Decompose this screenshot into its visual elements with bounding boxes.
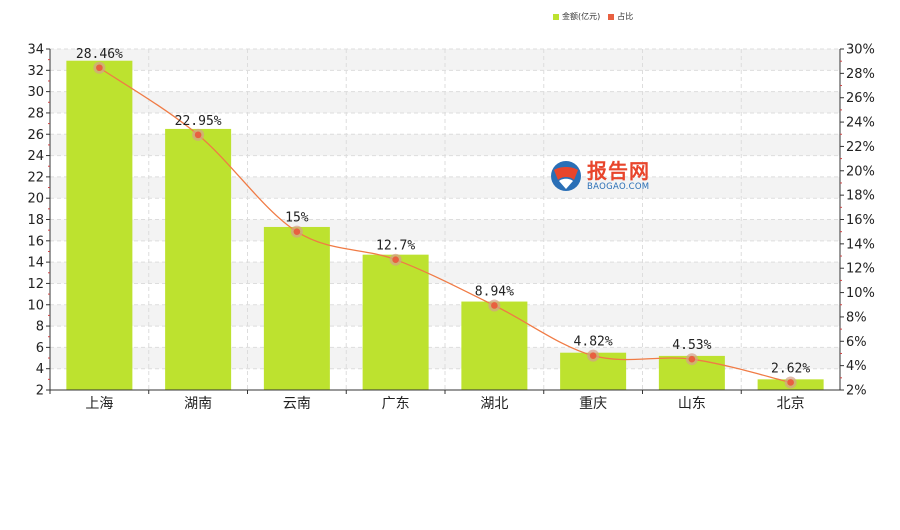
- share-label-1: 22.95%: [175, 114, 222, 129]
- left-tick-label: 14: [27, 256, 44, 271]
- legend-label-amount: 金额(亿元): [562, 12, 601, 21]
- right-tick-label: 14%: [846, 237, 875, 252]
- share-label-7: 2.62%: [771, 361, 810, 376]
- right-tick-label: 12%: [846, 262, 875, 277]
- left-tick-label: 10: [27, 298, 44, 313]
- legend-label-share: 占比: [617, 12, 634, 21]
- share-marker-0: [96, 64, 103, 72]
- bar-2: [263, 226, 330, 390]
- left-tick-label: 16: [27, 234, 44, 249]
- share-label-5: 4.82%: [574, 335, 613, 350]
- share-marker-7: [787, 379, 794, 386]
- bar-1: [165, 128, 232, 390]
- bar-3: [362, 254, 429, 390]
- category-label-2: 云南: [283, 396, 311, 412]
- legend: 金额(亿元) 占比: [553, 11, 633, 22]
- right-tick-label: 4%: [846, 359, 867, 374]
- right-tick-label: 22%: [846, 140, 875, 155]
- left-tick-label: 18: [27, 213, 44, 228]
- share-marker-2: [293, 228, 301, 235]
- left-tick-label: 20: [27, 192, 44, 207]
- axes: 2468101214161820222426283032342%4%6%8%10…: [27, 43, 874, 413]
- share-marker-3: [392, 256, 399, 263]
- share-label-2: 15%: [285, 211, 309, 226]
- right-tick-label: 10%: [846, 286, 875, 301]
- category-label-1: 湖南: [184, 396, 212, 412]
- share-label-3: 12.7%: [376, 239, 415, 254]
- category-label-5: 重庆: [579, 396, 607, 412]
- share-line: [99, 67, 791, 384]
- right-tick-label: 24%: [846, 116, 875, 131]
- category-label-6: 山东: [678, 396, 706, 412]
- left-tick-label: 24: [27, 149, 44, 164]
- right-tick-label: 26%: [846, 91, 875, 106]
- category-label-0: 上海: [85, 396, 113, 412]
- left-tick-label: 32: [27, 64, 44, 79]
- right-tick-label: 30%: [846, 43, 875, 58]
- left-tick-label: 30: [27, 85, 44, 100]
- left-tick-label: 2: [36, 384, 44, 399]
- data-labels: 28.46% 22.95% 15% 12.7% 8.94% 4.82% 4.53% 2.62%: [76, 47, 810, 377]
- left-tick-label: 4: [36, 362, 44, 377]
- share-marker-5: [589, 352, 597, 359]
- right-tick-label: 16%: [846, 213, 875, 228]
- legend-item-share[interactable]: 占比: [608, 11, 633, 22]
- left-tick-label: 8: [36, 320, 44, 335]
- right-tick-label: 6%: [846, 335, 867, 350]
- right-tick-label: 18%: [846, 189, 875, 204]
- logo-name-cn: 报告网: [587, 158, 650, 183]
- left-tick-label: 26: [27, 128, 44, 143]
- category-label-7: 北京: [777, 396, 805, 412]
- watermark-logo: 报告网 BAOGAO.COM: [548, 158, 650, 194]
- share-marker-4: [491, 302, 498, 309]
- bar-4: [461, 301, 528, 390]
- left-tick-label: 12: [27, 277, 44, 292]
- left-tick-label: 6: [36, 341, 44, 356]
- logo-name-en: BAOGAO.COM: [587, 181, 650, 192]
- right-tick-label: 28%: [846, 67, 875, 82]
- logo-icon: [551, 161, 581, 191]
- share-label-0: 28.46%: [76, 47, 123, 62]
- legend-swatch-amount: [553, 13, 559, 20]
- right-tick-label: 8%: [846, 310, 867, 325]
- legend-swatch-share: [608, 13, 615, 20]
- legend-item-amount[interactable]: 金额(亿元): [553, 11, 600, 22]
- category-label-3: 广东: [382, 396, 410, 412]
- right-tick-label: 20%: [846, 164, 875, 179]
- left-tick-label: 34: [27, 43, 44, 58]
- share-marker-1: [194, 131, 202, 139]
- right-tick-label: 2%: [846, 384, 867, 399]
- category-label-4: 湖北: [480, 396, 508, 412]
- left-tick-label: 28: [27, 106, 44, 121]
- line-series: [93, 61, 797, 389]
- share-label-4: 8.94%: [475, 284, 514, 299]
- share-marker-6: [688, 355, 696, 363]
- bar-0: [66, 60, 133, 391]
- left-tick-label: 22: [27, 170, 44, 185]
- share-label-6: 4.53%: [672, 338, 711, 353]
